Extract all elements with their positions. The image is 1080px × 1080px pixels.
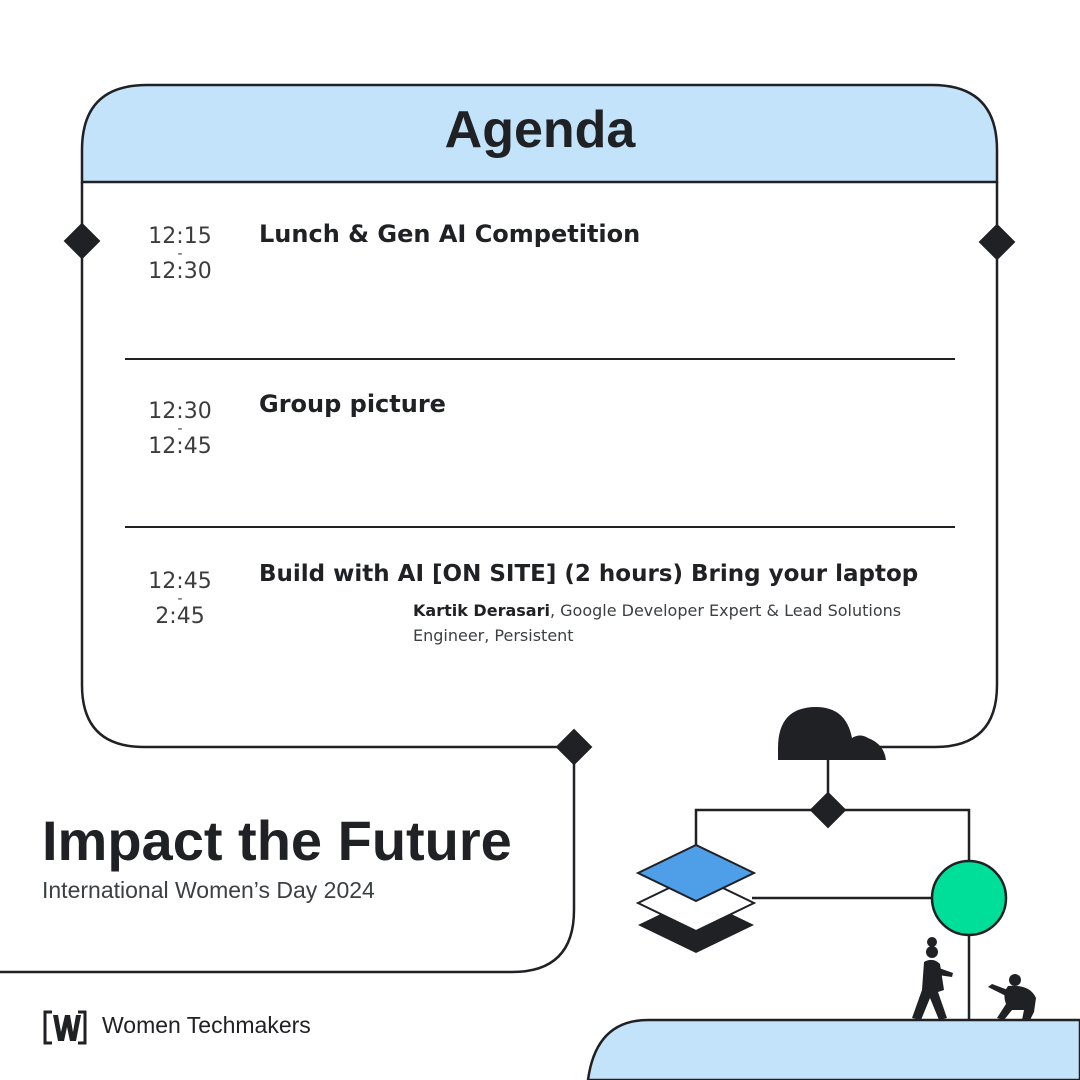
layer-top-icon <box>635 843 757 903</box>
green-circle-icon <box>930 859 1008 937</box>
bottom-blob <box>586 1018 1080 1080</box>
speaker-name: Kartik Derasari <box>413 601 550 620</box>
agenda-item-title: Group picture <box>259 390 446 418</box>
time-separator: - <box>177 246 183 262</box>
time-start: 12:15 <box>148 224 212 249</box>
diamond-bottom-icon <box>555 728 593 766</box>
speaker-info: Kartik Derasari, Google Developer Expert… <box>413 598 933 648</box>
time-range: 12:15 - 12:30 <box>125 225 235 283</box>
diamond-tree-icon <box>809 791 847 829</box>
agenda-card-outline-right <box>860 182 999 749</box>
logo-w-glyph <box>53 1015 81 1041</box>
time-start: 12:30 <box>148 399 212 424</box>
lower-frame-outline <box>0 760 576 974</box>
time-end: 12:30 <box>148 259 212 284</box>
agenda-header-band <box>80 83 999 184</box>
speaker-role: , Google Developer Expert & Lead Solutio… <box>413 601 902 645</box>
women-techmakers-logo-icon <box>43 1010 87 1045</box>
time-range: 12:45 - 2:45 <box>125 570 235 628</box>
crouching-person-icon <box>988 974 1036 1020</box>
brand-name: Women Techmakers <box>102 1012 311 1038</box>
agenda-item-title: Lunch & Gen AI Competition <box>259 220 641 248</box>
cloud-icon <box>778 707 886 760</box>
time-end: 2:45 <box>155 604 205 629</box>
time-end: 12:45 <box>148 434 212 459</box>
time-range: 12:30 - 12:45 <box>125 400 235 458</box>
time-separator: - <box>177 421 183 437</box>
agenda-card-outline <box>80 182 573 749</box>
time-start: 12:45 <box>148 569 212 594</box>
time-separator: - <box>177 591 183 607</box>
diamond-right-icon <box>978 223 1016 261</box>
diamond-left-icon <box>63 222 101 260</box>
standing-person-icon <box>912 937 953 1020</box>
event-subline: International Women’s Day 2024 <box>42 877 375 903</box>
agenda-item-title: Build with AI [ON SITE] (2 hours) Bring … <box>259 561 919 587</box>
event-headline: Impact the Future <box>42 809 512 872</box>
page-title: Agenda <box>444 101 636 159</box>
